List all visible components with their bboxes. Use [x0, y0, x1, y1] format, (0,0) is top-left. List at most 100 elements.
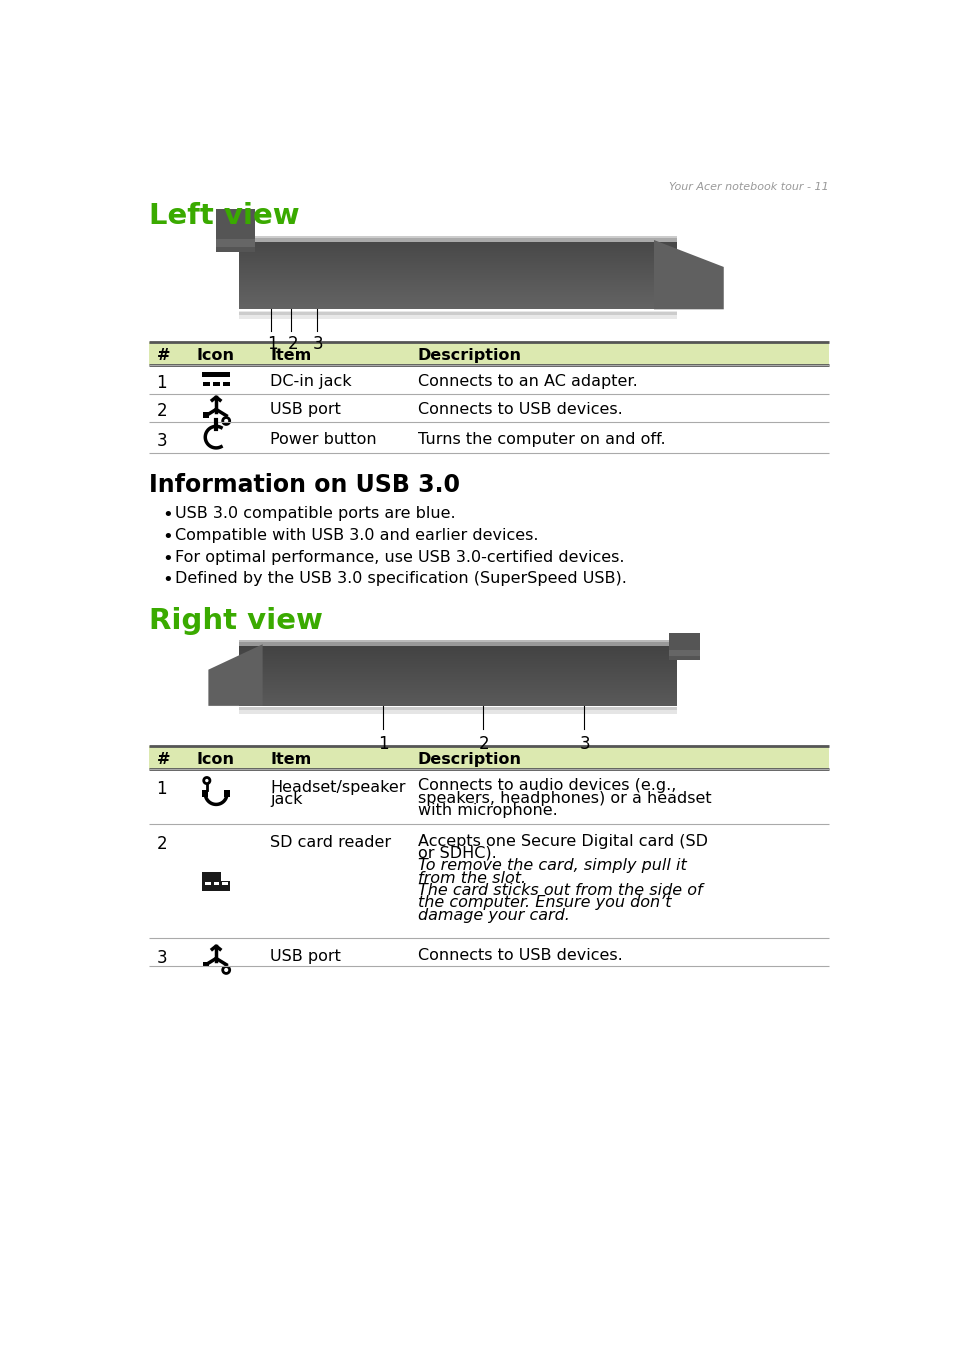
Bar: [216, 210, 254, 251]
Text: Icon: Icon: [196, 347, 234, 362]
Polygon shape: [208, 645, 262, 706]
Bar: [669, 650, 700, 656]
Bar: [239, 237, 677, 242]
Text: 2: 2: [478, 735, 489, 753]
Bar: [239, 253, 677, 256]
Bar: [149, 342, 828, 365]
Bar: [239, 707, 677, 714]
Text: USB port: USB port: [270, 403, 341, 418]
Text: Connects to USB devices.: Connects to USB devices.: [417, 403, 621, 418]
Bar: [239, 683, 677, 685]
Bar: [239, 653, 677, 656]
Text: or SDHC).: or SDHC).: [417, 846, 496, 861]
Bar: [239, 304, 677, 307]
Text: speakers, headphones) or a headset: speakers, headphones) or a headset: [417, 791, 711, 806]
Bar: [239, 664, 677, 667]
Bar: [220, 871, 230, 882]
Text: the computer. Ensure you don’t: the computer. Ensure you don’t: [417, 895, 670, 910]
Bar: [239, 680, 677, 683]
Text: 2: 2: [156, 403, 167, 420]
Bar: [203, 961, 209, 967]
Bar: [239, 300, 677, 301]
Bar: [239, 237, 677, 238]
Text: •: •: [162, 549, 173, 568]
Bar: [239, 264, 677, 265]
Text: Connects to an AC adapter.: Connects to an AC adapter.: [417, 375, 637, 389]
Text: #: #: [156, 347, 170, 362]
Bar: [239, 688, 677, 690]
Text: Connects to audio devices (e.g.,: Connects to audio devices (e.g.,: [417, 779, 676, 794]
Text: #: #: [156, 752, 170, 767]
Text: SD card reader: SD card reader: [270, 836, 391, 850]
Bar: [239, 283, 677, 285]
Text: with microphone.: with microphone.: [417, 803, 557, 818]
Bar: [239, 273, 677, 276]
Bar: [239, 667, 677, 669]
Polygon shape: [654, 241, 723, 310]
Text: Connects to USB devices.: Connects to USB devices.: [417, 948, 621, 963]
Bar: [239, 250, 677, 253]
Bar: [239, 237, 677, 238]
Text: Power button: Power button: [270, 431, 376, 446]
Bar: [239, 648, 677, 650]
Bar: [239, 292, 677, 295]
Bar: [202, 872, 230, 891]
Bar: [239, 268, 677, 270]
Bar: [239, 641, 677, 642]
Bar: [239, 311, 677, 319]
Bar: [239, 301, 677, 304]
Bar: [239, 669, 677, 672]
Text: USB 3.0 compatible ports are blue.: USB 3.0 compatible ports are blue.: [174, 507, 456, 522]
Circle shape: [222, 967, 230, 973]
Text: 2: 2: [156, 836, 167, 853]
Text: from the slot.: from the slot.: [417, 871, 525, 886]
Text: jack: jack: [270, 792, 302, 807]
Text: 1: 1: [156, 780, 167, 798]
Bar: [239, 695, 677, 698]
Bar: [239, 658, 677, 661]
Text: Item: Item: [270, 347, 312, 362]
Bar: [239, 307, 677, 310]
Text: Headset/speaker: Headset/speaker: [270, 780, 405, 795]
Bar: [239, 677, 677, 680]
Bar: [239, 641, 677, 646]
Text: USB port: USB port: [270, 949, 341, 964]
Bar: [239, 707, 677, 711]
Bar: [239, 685, 677, 688]
Text: 1: 1: [156, 375, 167, 392]
Circle shape: [204, 777, 210, 784]
Text: 2: 2: [287, 335, 297, 353]
Bar: [203, 412, 209, 418]
Circle shape: [222, 418, 230, 425]
Bar: [202, 372, 230, 377]
Text: damage your card.: damage your card.: [417, 907, 569, 922]
Text: For optimal performance, use USB 3.0-certified devices.: For optimal performance, use USB 3.0-cer…: [174, 549, 624, 565]
Bar: [239, 249, 677, 250]
Bar: [239, 241, 677, 243]
Bar: [216, 239, 254, 247]
Bar: [239, 261, 677, 264]
Text: Description: Description: [417, 752, 521, 767]
Bar: [239, 280, 677, 283]
Text: Compatible with USB 3.0 and earlier devices.: Compatible with USB 3.0 and earlier devi…: [174, 529, 538, 544]
Text: Right view: Right view: [149, 607, 322, 634]
Bar: [239, 311, 677, 315]
Bar: [205, 883, 211, 884]
Bar: [239, 270, 677, 273]
Bar: [239, 675, 677, 677]
Text: To remove the card, simply pull it: To remove the card, simply pull it: [417, 859, 685, 873]
Text: Description: Description: [417, 347, 521, 362]
Bar: [203, 381, 210, 385]
Bar: [239, 295, 677, 297]
Bar: [239, 246, 677, 249]
Bar: [202, 790, 208, 798]
Bar: [239, 289, 677, 292]
Text: 3: 3: [156, 949, 167, 967]
Text: Left view: Left view: [149, 203, 299, 230]
Bar: [239, 646, 677, 648]
Bar: [669, 633, 700, 660]
Bar: [239, 238, 677, 241]
Bar: [213, 381, 220, 385]
Bar: [239, 698, 677, 700]
Text: 3: 3: [579, 735, 590, 753]
